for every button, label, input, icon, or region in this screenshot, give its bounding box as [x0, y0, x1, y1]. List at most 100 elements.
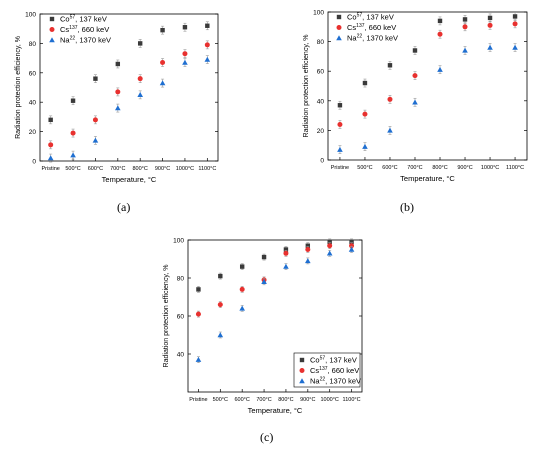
data-point	[412, 48, 418, 53]
data-point	[115, 105, 121, 111]
data-point	[217, 302, 223, 308]
panel-label-a: (a)	[117, 200, 131, 214]
x-axis-label: Temperature, °C	[102, 175, 157, 184]
y-tick-label: 20	[317, 128, 325, 135]
series-na	[47, 55, 211, 163]
series-na	[195, 246, 355, 364]
data-point	[217, 332, 224, 338]
data-point	[337, 103, 343, 108]
data-point	[283, 247, 289, 252]
x-tick-label: Pristine	[331, 165, 349, 171]
x-tick-label: 1000°C	[176, 166, 194, 172]
data-point	[115, 61, 121, 67]
data-point	[326, 250, 333, 256]
x-tick-label: 900°C	[300, 397, 315, 403]
data-point	[387, 63, 393, 68]
legend-entry: Cs137, 660 keV	[347, 23, 396, 32]
x-tick-label: 600°C	[382, 165, 397, 171]
y-tick-label: 100	[173, 238, 184, 245]
legend-box	[293, 352, 361, 388]
y-tick-label: 0	[32, 159, 36, 166]
x-tick-label: 1100°C	[198, 166, 216, 172]
legend-entry: Co57, 137 keV	[310, 356, 357, 365]
data-point	[182, 25, 188, 30]
data-point	[462, 24, 468, 30]
data-point	[487, 44, 493, 50]
x-tick-label: 700°C	[256, 397, 271, 403]
data-point	[137, 76, 143, 82]
legend-entry: Cs137, 660 keV	[310, 366, 359, 375]
x-tick-label: 800°C	[432, 165, 447, 171]
data-point	[283, 263, 289, 269]
legend-marker	[299, 378, 305, 384]
data-point	[70, 152, 76, 158]
x-tick-label: 500°C	[213, 397, 228, 403]
x-tick-label: 700°C	[110, 166, 125, 172]
y-tick-label: 80	[177, 276, 185, 283]
plot-frame	[327, 11, 528, 161]
series-co	[48, 21, 210, 125]
chart-panel-1: 0 20 40 60 80 100 Pristine 500°C 600°C 700°C 800°C…	[303, 10, 528, 183]
legend-marker	[336, 25, 342, 30]
data-point	[327, 239, 332, 245]
x-tick-label: 600°C	[235, 397, 250, 403]
x-tick-label: 900°C	[457, 165, 472, 171]
data-point	[48, 117, 53, 123]
chart-panel-0: 0 20 40 60 80 100 Pristine 500°C 600°C 700°C 800°C…	[15, 12, 219, 184]
data-point	[195, 356, 202, 362]
x-tick-label: Pristine	[42, 166, 60, 172]
data-point	[305, 247, 311, 252]
data-point	[487, 22, 493, 28]
y-tick-label: 40	[177, 352, 185, 359]
y-tick-label: 80	[29, 41, 37, 48]
data-point	[137, 41, 143, 46]
y-tick-label: 100	[25, 12, 36, 19]
y-axis-label: Radiation protection efficiency, %	[163, 265, 170, 368]
data-point	[47, 155, 54, 161]
data-point	[327, 243, 333, 249]
data-point	[337, 121, 343, 127]
y-axis-label: Radiation protection efficiency, %	[303, 35, 310, 138]
data-point	[512, 44, 518, 50]
panel-label-c: (c)	[260, 430, 274, 444]
legend-marker	[299, 368, 305, 373]
y-tick-label: 0	[320, 158, 324, 165]
data-point	[362, 80, 368, 86]
data-point	[412, 99, 418, 105]
data-point	[137, 92, 143, 98]
y-tick-label: 60	[29, 70, 37, 77]
data-point	[182, 51, 188, 57]
data-point	[362, 111, 368, 117]
data-point	[337, 146, 343, 152]
data-point	[239, 305, 245, 311]
legend-entry: Cs137, 660 keV	[60, 25, 109, 34]
data-point	[160, 60, 166, 66]
data-point	[349, 239, 354, 245]
y-tick-label: 40	[317, 98, 325, 105]
data-point	[487, 15, 493, 21]
data-point	[348, 246, 355, 252]
data-point	[362, 143, 368, 149]
x-tick-label: 500°C	[357, 165, 372, 171]
data-point	[70, 130, 76, 136]
y-axis-label: Radiation protection efficiency, %	[15, 36, 22, 139]
legend-entry: Co57, 137 keV	[347, 13, 394, 22]
data-point	[437, 66, 443, 72]
x-tick-label: 1100°C	[506, 165, 524, 171]
data-point	[387, 96, 393, 102]
data-point	[305, 243, 311, 248]
y-tick-label: 80	[317, 39, 325, 46]
data-point	[182, 59, 188, 65]
x-tick-label: 1100°C	[343, 397, 361, 403]
data-point	[261, 279, 267, 284]
y-tick-label: 60	[177, 314, 185, 321]
x-tick-label: 700°C	[407, 165, 422, 171]
x-tick-label: 1000°C	[320, 397, 338, 403]
legend-entry: Na22, 1370 keV	[347, 34, 398, 43]
y-tick-label: 20	[29, 129, 37, 136]
legend-marker	[336, 35, 342, 41]
data-point	[512, 14, 518, 19]
